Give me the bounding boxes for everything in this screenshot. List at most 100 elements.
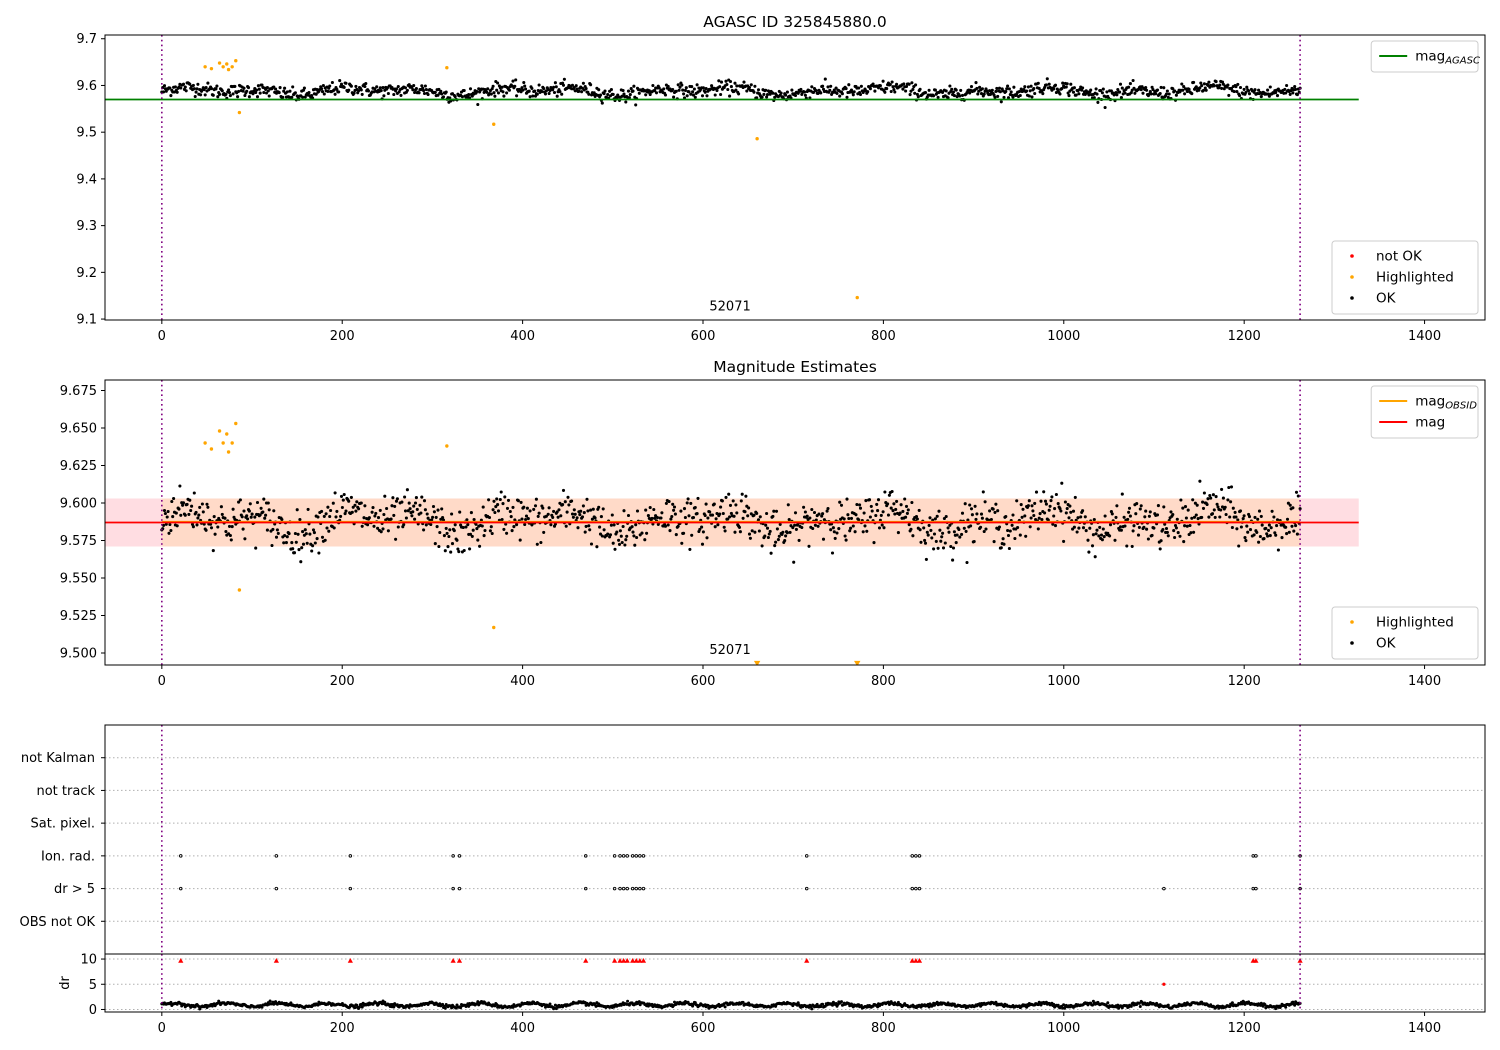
ok-point: [400, 500, 404, 504]
ok-point: [1120, 492, 1124, 496]
ok-point: [1217, 86, 1221, 90]
ok-point: [796, 91, 800, 95]
ok-point: [1033, 501, 1037, 505]
ok-point: [615, 530, 619, 534]
ok-point: [1100, 538, 1104, 542]
ok-point: [1200, 515, 1204, 519]
ok-point: [979, 92, 984, 96]
ok-point: [1052, 514, 1056, 518]
ok-point: [868, 515, 872, 519]
ok-point: [1246, 530, 1250, 534]
agasc-panel: 0 200 400 600 800 1000 1200 14009.19.29.39.49.5…: [76, 13, 1486, 344]
ok-point: [164, 89, 168, 93]
ok-point: [1077, 92, 1081, 96]
ok-point: [726, 517, 730, 521]
ok-point: [1069, 510, 1073, 514]
ok-point: [695, 83, 699, 87]
ok-point: [866, 90, 870, 94]
highlighted-point: [226, 67, 231, 72]
ok-point: [489, 92, 493, 96]
ok-point: [726, 87, 730, 92]
ok-point: [1071, 90, 1076, 94]
ok-point: [360, 524, 364, 528]
ok-point: [1010, 523, 1014, 527]
ok-point: [554, 85, 558, 89]
ok-point: [321, 83, 325, 88]
ok-point: [183, 513, 187, 517]
legend-label-subscript: AGASC: [1444, 56, 1480, 67]
ok-point: [1060, 87, 1064, 91]
ok-point: [1030, 95, 1034, 99]
ok-point: [266, 501, 270, 505]
ok-point: [960, 93, 965, 97]
ok-point: [1027, 94, 1031, 98]
ok-point: [842, 517, 846, 521]
ok-point: [192, 491, 196, 495]
ok-point: [282, 89, 286, 93]
ok-point: [695, 512, 699, 516]
ok-point: [598, 93, 603, 97]
ok-point: [192, 87, 196, 91]
ok-point: [655, 515, 659, 520]
ok-point: [1267, 94, 1271, 98]
ok-point: [1269, 526, 1273, 530]
ok-point: [637, 91, 641, 95]
ok-point: [954, 88, 958, 92]
ok-point: [1118, 90, 1122, 94]
ok-point: [386, 529, 390, 533]
ok-point: [802, 90, 807, 94]
ok-point: [911, 87, 915, 91]
ok-point: [223, 516, 227, 520]
ok-point: [1154, 92, 1158, 96]
ok-point: [1201, 506, 1206, 510]
flag-point: [1254, 854, 1258, 858]
ok-point: [1274, 533, 1278, 537]
ok-point: [1247, 515, 1252, 519]
ok-point: [351, 505, 355, 509]
ok-point: [1197, 88, 1201, 92]
ok-point: [951, 90, 956, 94]
ok-point: [631, 530, 635, 534]
ok-point: [172, 496, 176, 501]
ok-point: [169, 94, 173, 98]
ok-point: [1298, 507, 1302, 511]
ok-point: [417, 91, 421, 95]
ok-point: [993, 95, 997, 99]
ok-point: [1235, 90, 1239, 94]
ok-point: [1192, 80, 1196, 84]
ok-point: [1118, 525, 1123, 529]
ok-point: [306, 507, 310, 511]
ok-point: [1256, 517, 1260, 521]
ok-point: [1099, 533, 1104, 537]
ok-point: [936, 95, 940, 99]
ok-point: [549, 523, 553, 527]
ok-point: [914, 514, 919, 519]
ok-point: [200, 502, 204, 506]
dr-point: [443, 1006, 447, 1010]
ok-point: [1087, 93, 1091, 97]
ok-point: [677, 88, 681, 92]
ok-point: [1151, 87, 1155, 92]
ok-point: [367, 516, 371, 520]
ok-point: [870, 509, 874, 513]
ok-point: [691, 515, 696, 520]
ok-point: [845, 95, 849, 99]
ok-point: [698, 527, 702, 531]
ok-point: [1036, 527, 1040, 531]
ok-point: [867, 498, 872, 502]
ok-point: [1194, 513, 1198, 517]
y-tick-label: 9.5: [76, 126, 97, 141]
ok-point: [1119, 528, 1123, 532]
ok-point: [745, 89, 749, 93]
highlighted-point: [234, 58, 238, 63]
ok-point: [1207, 80, 1211, 84]
ok-point: [748, 536, 752, 540]
ok-point: [696, 496, 700, 500]
ok-point: [587, 524, 591, 528]
ok-point: [444, 526, 448, 530]
ok-point: [522, 80, 526, 85]
ok-point: [771, 514, 775, 518]
ok-point: [1096, 100, 1100, 104]
ok-point: [803, 510, 807, 514]
